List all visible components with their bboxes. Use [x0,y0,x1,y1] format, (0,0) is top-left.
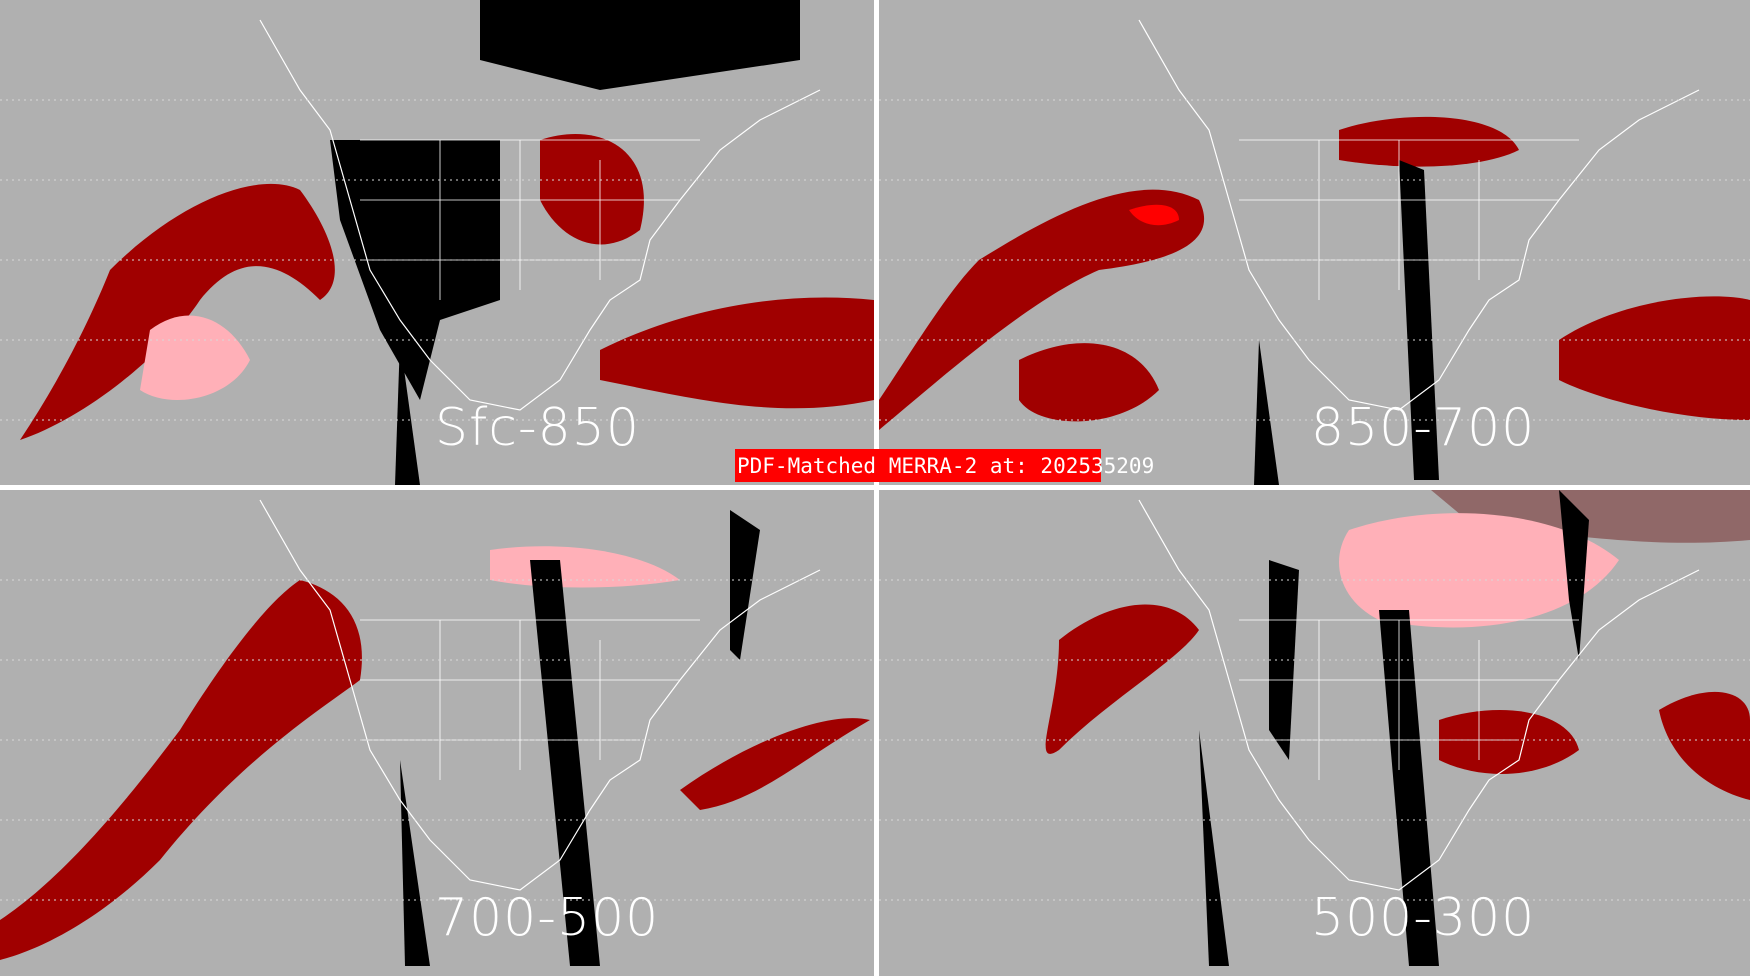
moisture-region [600,297,874,409]
moisture-region [1439,710,1579,774]
moisture-region [1659,691,1750,800]
moisture-region [1019,343,1159,422]
map-canvas [879,19,1750,485]
moisture-region [680,718,870,810]
panel-label: 500-300 [1311,888,1536,948]
moisture-region [1254,340,1279,485]
panel-500-300: 500-300 [879,490,1750,976]
moisture-region [220,0,800,90]
moisture-region [1399,160,1439,480]
map-layer [0,499,870,966]
map-layer [20,0,874,485]
title-banner [735,449,1101,482]
map-canvas [0,0,874,485]
figure-title: PDF-Matched MERRA-2 at: 202535209 [737,454,1155,478]
map-canvas [879,490,1750,966]
coastline [1138,499,1700,891]
moisture-region [1379,610,1439,966]
panel-850-700: 850-700 [879,0,1750,485]
moisture-region [730,510,760,660]
map-layer [879,19,1750,485]
map-layer [1045,490,1750,966]
moisture-region [1339,513,1619,628]
moisture-region [1559,490,1589,660]
panel-label: Sfc-850 [435,398,640,458]
panel-700-500: 700-500 [0,490,874,976]
moisture-region [490,546,680,588]
moisture-region [1559,296,1750,420]
moisture-region [140,315,250,400]
moisture-region [395,340,420,485]
moisture-region [530,560,600,966]
state-borders [360,139,700,300]
panel-sfc-850: Sfc-850 [0,0,874,485]
coastline [1138,19,1700,411]
moisture-region [20,183,335,440]
moisture-region [1269,560,1299,760]
panel-label: 700-500 [435,888,660,948]
moisture-region [540,134,644,245]
moisture-region [1045,604,1199,754]
coastline [259,19,821,411]
moisture-region [1199,730,1229,966]
moisture-region [879,189,1205,430]
coastline [259,499,821,891]
panel-label: 850-700 [1311,398,1536,458]
moisture-region [0,580,362,960]
map-canvas [0,499,874,966]
state-borders [360,619,700,780]
moisture-region [330,140,500,400]
moisture-region [1339,116,1519,167]
moisture-region [1129,204,1179,226]
moisture-region [400,760,430,966]
